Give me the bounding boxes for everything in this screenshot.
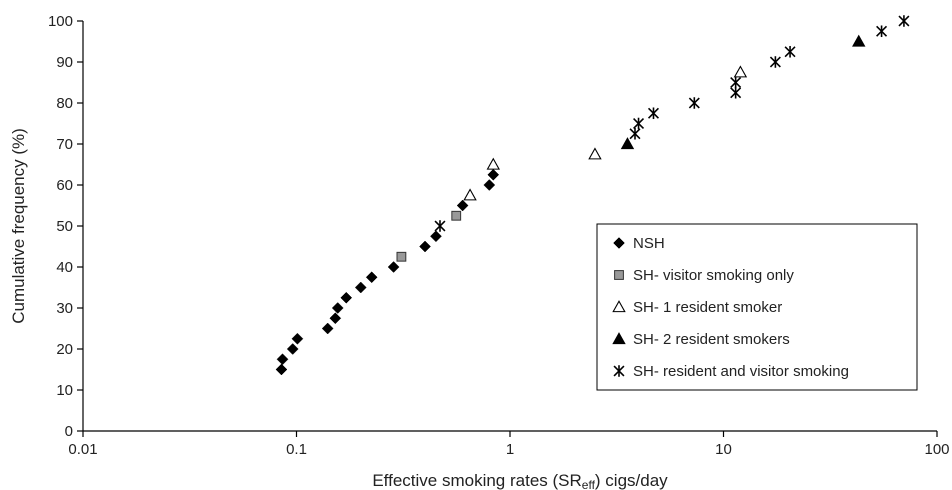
data-point [286, 343, 299, 355]
legend-item: SH- 1 resident smoker [612, 299, 782, 316]
x-axis-label-subscript: eff [582, 478, 596, 490]
legend-item: NSH [613, 235, 665, 252]
data-point [876, 25, 888, 38]
legend: NSH SH- visitor smoking only SH- 1 residen… [596, 223, 918, 391]
data-point [688, 97, 700, 109]
data-point [483, 179, 496, 191]
legend-box [596, 223, 918, 391]
x-axis: 0.01 0.1 1 10 100 [68, 430, 950, 458]
legend-marker [612, 332, 626, 345]
y-tick-label: 80 [56, 95, 73, 112]
legend-label: SH- 2 resident smokers [633, 331, 790, 348]
legend-marker [614, 270, 624, 280]
data-point [340, 291, 353, 304]
data-point [463, 188, 477, 201]
legend-label: SH- 1 resident smoker [633, 299, 782, 316]
x-axis-label: Effective smoking rates (SReff) cigs/day [372, 471, 668, 490]
series-0 [275, 168, 500, 376]
data-point [633, 117, 645, 130]
legend-marker [612, 300, 626, 313]
y-tick-label: 60 [56, 177, 73, 194]
data-point [730, 86, 742, 99]
data-point [387, 261, 400, 273]
data-point [588, 147, 602, 160]
data-points [275, 15, 910, 376]
data-point [456, 199, 469, 212]
series-2 [463, 65, 748, 201]
data-point [486, 157, 500, 170]
series-3 [620, 34, 866, 150]
data-point [898, 15, 910, 27]
y-tick-label: 40 [56, 259, 73, 276]
data-point [276, 353, 289, 366]
series-4 [434, 15, 910, 232]
data-point [396, 251, 407, 262]
x-tick-label: 100 [924, 441, 949, 458]
data-point [354, 281, 367, 294]
legend-label: SH- visitor smoking only [633, 267, 794, 284]
data-point [291, 332, 304, 345]
legend-marker [613, 365, 625, 377]
data-point [647, 107, 660, 120]
y-axis-label: Cumulative frequency (%) [9, 128, 28, 324]
y-tick-label: 90 [56, 54, 73, 71]
y-tick-label: 70 [56, 136, 73, 153]
x-tick-label: 10 [715, 441, 732, 458]
legend-item: SH- visitor smoking only [614, 267, 794, 284]
data-point [434, 220, 446, 232]
legend-label: SH- resident and visitor smoking [633, 363, 849, 380]
data-point [733, 65, 748, 78]
x-tick-label: 0.1 [286, 441, 307, 458]
data-point [331, 302, 344, 314]
data-point [419, 240, 431, 253]
data-point [329, 312, 342, 325]
y-tick-label: 100 [48, 13, 73, 30]
x-tick-label: 1 [506, 441, 514, 458]
data-point [852, 34, 866, 47]
data-point [784, 45, 796, 58]
legend-marker [613, 237, 625, 249]
data-point [487, 168, 500, 181]
data-point [769, 56, 781, 68]
data-point [730, 76, 742, 89]
y-tick-label: 30 [56, 300, 73, 317]
data-point [430, 230, 442, 243]
legend-label: NSH [633, 235, 665, 252]
data-point [321, 322, 334, 335]
legend-item: SH- 2 resident smokers [612, 331, 790, 348]
legend-item: SH- resident and visitor smoking [613, 363, 849, 380]
y-tick-label: 20 [56, 341, 73, 358]
x-tick-label: 0.01 [68, 441, 97, 458]
data-point [620, 137, 635, 150]
data-point [451, 210, 462, 221]
y-axis: 0 10 20 30 40 50 60 70 80 90 100 [48, 13, 84, 440]
x-axis-label-tail: ) cigs/day [595, 471, 668, 490]
data-point [365, 271, 378, 284]
series-1 [396, 210, 462, 262]
data-point [629, 127, 641, 140]
data-point [275, 363, 288, 376]
y-tick-label: 0 [65, 423, 73, 440]
y-tick-label: 50 [56, 218, 73, 235]
y-tick-label: 10 [56, 382, 73, 399]
x-axis-label-main: Effective smoking rates (SR [372, 471, 581, 490]
